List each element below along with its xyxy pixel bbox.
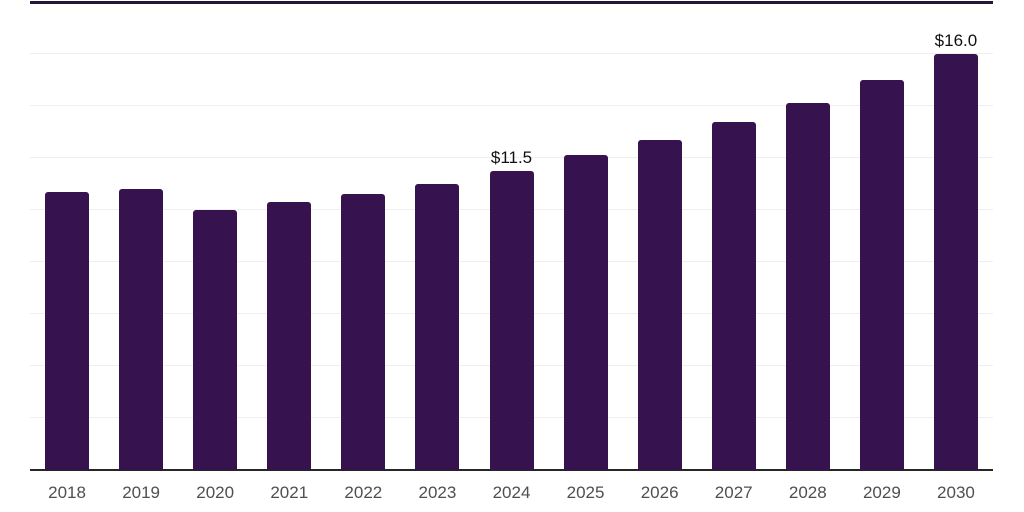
data-label-2030: $16.0 (934, 31, 978, 51)
x-tick-2024: 2024 (492, 483, 531, 502)
x-tick-2022: 2022 (344, 483, 383, 502)
x-tick-2023: 2023 (418, 483, 457, 502)
x-tick-2026: 2026 (640, 483, 679, 502)
bar-2021 (267, 202, 312, 470)
x-tick-2018: 2018 (48, 483, 86, 502)
x-tick-2029: 2029 (862, 483, 901, 502)
x-tick-2030: 2030 (937, 483, 975, 502)
bar-2023 (415, 184, 460, 470)
data-label-2024: $11.5 (490, 148, 533, 167)
bar-2029 (859, 80, 904, 470)
bar-2022 (341, 194, 386, 470)
x-tick-2019: 2019 (122, 483, 161, 502)
gridline (30, 157, 993, 159)
top-rule (30, 1, 993, 4)
x-tick-2027: 2027 (714, 483, 753, 502)
bar-2028 (785, 103, 830, 470)
bar-2019 (119, 189, 164, 470)
plot-area: 2018 2019 2020 2021 2022 2023 2024 $11.5 2025 202… (30, 1, 993, 502)
bar-2025 (563, 155, 608, 470)
x-tick-2020: 2020 (196, 483, 235, 502)
bar-2024 (489, 171, 534, 470)
x-tick-2021: 2021 (270, 483, 309, 502)
gridline (30, 105, 993, 106)
bar-2027 (711, 121, 756, 470)
bar-2018 (45, 191, 90, 470)
x-axis-line (30, 469, 993, 471)
x-tick-2028: 2028 (788, 483, 827, 502)
x-tick-2025: 2025 (566, 483, 605, 502)
bar-2026 (637, 139, 682, 470)
bar-2020 (193, 210, 238, 470)
bar-2030 (933, 54, 978, 470)
gridline (30, 53, 993, 54)
